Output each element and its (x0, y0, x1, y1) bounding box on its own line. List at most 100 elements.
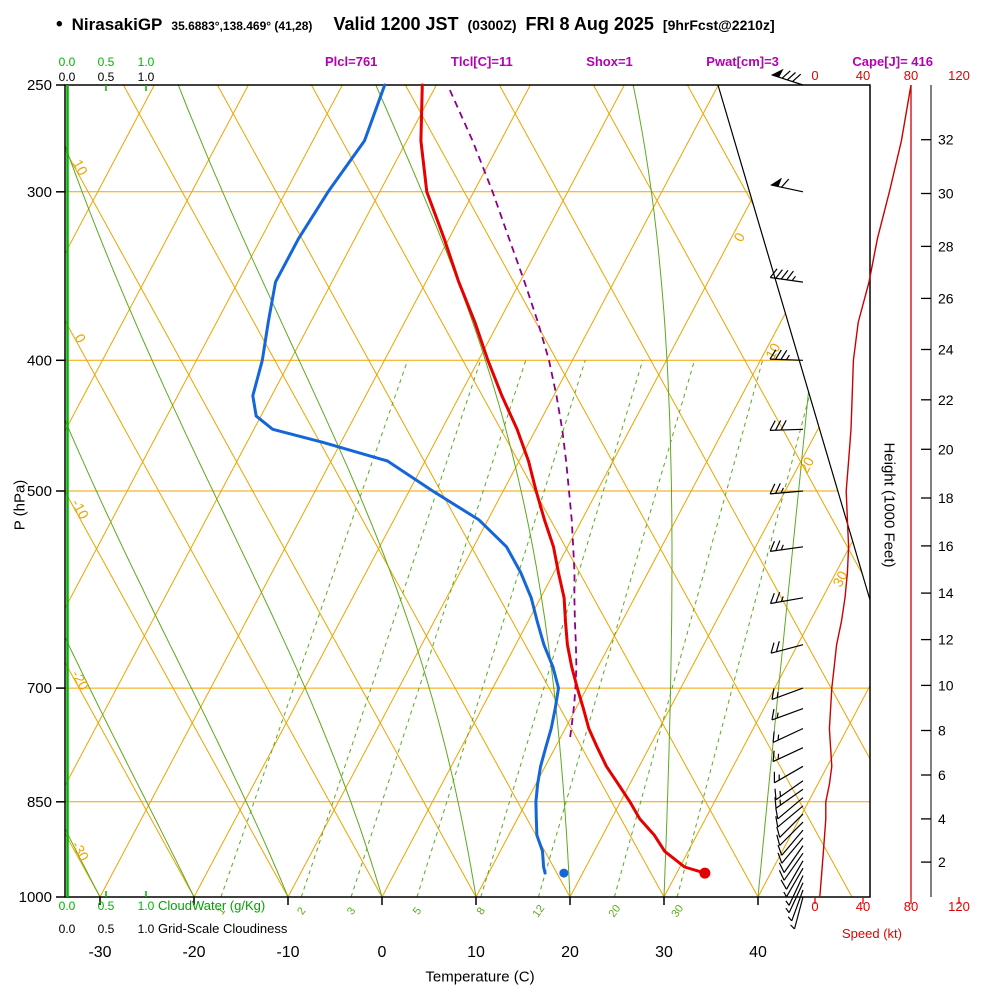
mixing-ratio-line (416, 360, 586, 897)
wind-barb-half-feather (785, 907, 790, 914)
wind-barb-feather (774, 788, 777, 800)
wind-barb-feather (774, 797, 777, 809)
dry-adiabat-line (65, 85, 195, 897)
wind-barb-feather (772, 750, 775, 762)
wind-barb-staff (772, 727, 804, 743)
wind-barb-feather (775, 641, 780, 652)
wind-barb-feather (776, 834, 781, 846)
pressure-axis-label: P (hPa) (11, 479, 29, 531)
mixing-ratio-label: 20 (607, 903, 624, 920)
speed-tick-label-bottom: 80 (904, 899, 918, 914)
mixing-ratio-label: 12 (531, 903, 548, 920)
wind-barb-staff (772, 747, 804, 763)
title-bar: • NirasakiGP 35.6883°,138.469° (41,28) V… (56, 14, 775, 36)
mixing-ratio-line (676, 360, 820, 897)
wind-barb-staff (788, 882, 804, 913)
wind-barb-feather (771, 688, 775, 700)
wind-barb-half-feather (791, 275, 796, 281)
wind-barb-staff (770, 644, 804, 654)
cloudiness-scale-top-label: 1.0 (138, 70, 155, 84)
wind-barb-feather (769, 349, 777, 360)
wind-barb-half-feather (785, 900, 790, 906)
index-tlcl: Tlcl[C]=11 (450, 54, 513, 69)
pressure-tick-label: 250 (27, 77, 52, 94)
mixing-ratio-line (537, 360, 695, 897)
diagonal-boundary-line (717, 84, 871, 601)
temperature-tick-label: -10 (276, 944, 299, 961)
wind-barb-half-feather (783, 891, 788, 898)
mixing-ratio-line (350, 360, 527, 897)
wind-barb-feather (778, 862, 785, 873)
speed-tick-label-bottom: 40 (856, 899, 870, 914)
height-tick-label: 8 (938, 723, 946, 739)
wind-barb-pennant (770, 177, 782, 187)
pressure-tick-label: 1000 (19, 889, 52, 906)
moist-adiabat-line (177, 85, 477, 897)
wind-barb-feather (786, 72, 796, 81)
wind-barb-feather (774, 349, 782, 360)
moist-adiabat-line (65, 85, 289, 897)
isotherm-label: 30 (829, 568, 851, 589)
wind-barb-feather (780, 420, 787, 431)
height-tick-label: 4 (938, 811, 946, 827)
wind-barb-staff (777, 805, 804, 828)
mixing-ratio-label: 1 (215, 905, 228, 917)
wind-barb-staff (793, 896, 804, 930)
cloudwater-scale-top-label: 0.0 (59, 55, 76, 69)
wind-barb-feather (786, 270, 794, 281)
wind-barb-staff (770, 546, 804, 552)
dry-adiabat-label: -10 (68, 496, 92, 522)
moist-adiabat-line (0, 85, 6, 897)
wind-barb-feather (769, 592, 775, 604)
height-tick-label: 10 (938, 677, 954, 693)
wind-barb-feather (780, 879, 788, 890)
wind-barb-staff (770, 276, 804, 283)
wind-barb-feather (775, 483, 781, 494)
pressure-tick-label: 500 (27, 483, 52, 500)
cloudwater-scale-top-label: 0.5 (98, 55, 115, 69)
mixing-ratio-line (613, 360, 764, 897)
wind-barb-staff (775, 788, 804, 809)
wind-barb-half-feather (779, 799, 782, 806)
mixing-ratio-label: 30 (669, 903, 686, 920)
height-tick-label: 20 (938, 441, 954, 457)
temperature-tick-label: -30 (88, 944, 111, 961)
speed-axis-label: Speed (kt) (842, 926, 902, 941)
height-tick-label: 26 (938, 290, 954, 306)
cloudiness-scale-top-label: 0.5 (98, 70, 115, 84)
wind-barb-feather (769, 540, 775, 552)
wind-barb-feather (772, 731, 775, 743)
wind-barb-half-feather (777, 734, 780, 741)
isotherm-label: 10 (762, 340, 784, 361)
wind-barb-feather (771, 708, 775, 721)
wind-barb-staff (791, 889, 804, 922)
mixing-ratio-line (480, 360, 644, 897)
wind-barb-staff (769, 428, 804, 431)
isotherm-label: 20 (796, 454, 818, 475)
height-tick-label: 22 (938, 392, 954, 408)
wind-barb-half-feather (780, 487, 784, 494)
index-pwat: Pwat[cm]=3 (706, 54, 779, 69)
wind-speed-curve (819, 84, 912, 898)
cloudwater-axis-label: CloudWater (g/Kg) (158, 898, 266, 913)
dry-adiabat-label: -20 (69, 667, 93, 693)
wind-barb-staff (779, 813, 804, 838)
isotherm-line (65, 85, 249, 897)
mixing-ratio-label: 5 (411, 905, 424, 917)
height-tick-label: 6 (938, 767, 946, 783)
mixing-ratio-line (220, 360, 409, 897)
index-plcl: Plcl=761 (325, 54, 378, 69)
station-name: NirasakiGP (71, 15, 163, 34)
temperature-tick-label: 10 (467, 944, 485, 961)
moist-adiabat-line (632, 85, 673, 897)
station-coords: 35.6883°,138.469° (41,28) (171, 19, 313, 33)
wind-barb-staff (770, 490, 804, 495)
wind-barb-half-feather (777, 753, 780, 760)
wind-barb-feather (777, 844, 783, 856)
dry-adiabat-label: 10 (70, 157, 92, 179)
isotherm-label: 0 (730, 230, 748, 245)
wind-barb-feather (778, 870, 785, 881)
surface-temperature-dot (699, 867, 711, 879)
speed-tick-label-top: 0 (811, 68, 818, 83)
